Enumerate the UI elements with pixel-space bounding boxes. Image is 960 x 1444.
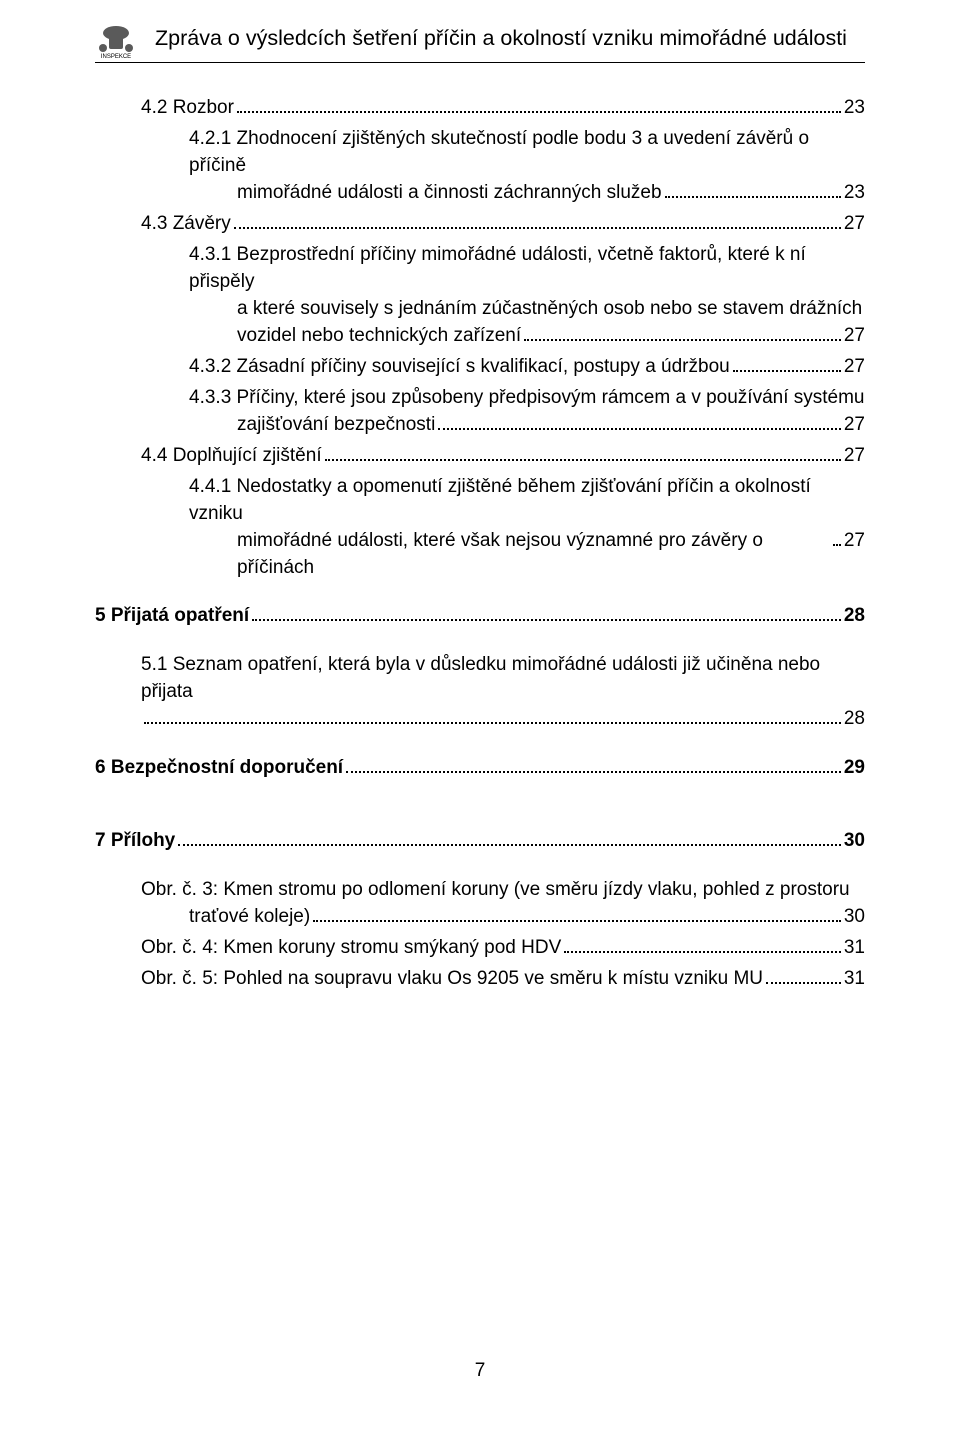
inspection-logo: INSPEKCE <box>95 24 137 60</box>
toc-page: 27 <box>844 211 865 238</box>
toc-label: 4.2.1 Zhodnocení zjištěných skutečností … <box>189 126 865 180</box>
toc-label-cont: mimořádné události, které však nejsou vý… <box>237 528 830 582</box>
toc-page: 23 <box>844 180 865 207</box>
toc-page: 31 <box>844 966 865 993</box>
toc-page: 27 <box>844 323 865 350</box>
toc-page: 27 <box>844 443 865 470</box>
toc-entry: Obr. č. 4: Kmen koruny stromu smýkaný po… <box>95 935 865 962</box>
toc-label: 5.1 Seznam opatření, která byla v důsled… <box>141 652 865 706</box>
toc-label: 6 Bezpečnostní doporučení <box>95 755 343 782</box>
toc-entry: 4.2 Rozbor 23 <box>95 95 865 122</box>
toc-page: 27 <box>844 354 865 381</box>
toc-page: 28 <box>844 706 865 733</box>
toc-entry: 4.4.1 Nedostatky a opomenutí zjištěné bě… <box>95 474 865 582</box>
toc-leader <box>438 428 841 430</box>
toc-entry: 4.3 Závěry 27 <box>95 211 865 238</box>
toc-label: Obr. č. 4: Kmen koruny stromu smýkaný po… <box>141 935 561 962</box>
toc-page: 27 <box>844 412 865 439</box>
toc-leader <box>766 982 841 984</box>
logo-caption: INSPEKCE <box>101 54 131 60</box>
toc-entry: 6 Bezpečnostní doporučení 29 <box>95 755 865 782</box>
toc-label: 4.2 Rozbor <box>141 95 234 122</box>
toc-page: 28 <box>844 603 865 630</box>
toc-leader <box>234 227 841 229</box>
toc-label: 4.3.1 Bezprostřední příčiny mimořádné ud… <box>189 242 865 296</box>
toc-entry: Obr. č. 5: Pohled na soupravu vlaku Os 9… <box>95 966 865 993</box>
toc-leader <box>346 771 841 773</box>
toc-entry: 4.3.1 Bezprostřední příčiny mimořádné ud… <box>95 242 865 350</box>
toc-leader <box>733 370 841 372</box>
toc-entry: Obr. č. 3: Kmen stromu po odlomení korun… <box>95 877 865 931</box>
toc-label: 5 Přijatá opatření <box>95 603 249 630</box>
toc-leader <box>178 844 841 846</box>
toc-entry: 4.4 Doplňující zjištění 27 <box>95 443 865 470</box>
toc-leader <box>252 619 841 621</box>
toc-entry: 4.2.1 Zhodnocení zjištěných skutečností … <box>95 126 865 207</box>
toc-leader <box>144 722 841 724</box>
toc-entry: 4.3.3 Příčiny, které jsou způsobeny před… <box>95 385 865 439</box>
toc-entry: 5.1 Seznam opatření, která byla v důsled… <box>95 652 865 733</box>
toc-label: 4.4 Doplňující zjištění <box>141 443 322 470</box>
toc-label-cont: mimořádné události a činnosti záchrannýc… <box>237 180 662 207</box>
toc-leader <box>833 544 841 546</box>
document-page: INSPEKCE Zpráva o výsledcích šetření pří… <box>0 0 960 1444</box>
toc-leader <box>665 196 841 198</box>
page-header: INSPEKCE Zpráva o výsledcích šetření pří… <box>95 22 865 63</box>
toc-label: 4.3 Závěry <box>141 211 231 238</box>
page-number: 7 <box>0 1360 960 1382</box>
toc-page: 30 <box>844 904 865 931</box>
toc-label: Obr. č. 5: Pohled na soupravu vlaku Os 9… <box>141 966 763 993</box>
toc-leader <box>313 920 841 922</box>
toc-page: 31 <box>844 935 865 962</box>
toc-entry: 7 Přílohy 30 <box>95 828 865 855</box>
toc-page: 23 <box>844 95 865 122</box>
toc-entry: 5 Přijatá opatření 28 <box>95 603 865 630</box>
toc-label-cont2: vozidel nebo technických zařízení <box>237 323 521 350</box>
header-title: Zpráva o výsledcích šetření příčin a oko… <box>137 22 865 51</box>
toc-leader <box>237 111 841 113</box>
toc-label-cont: a které souvisely s jednáním zúčastněnýc… <box>237 296 862 323</box>
toc-leader <box>564 951 841 953</box>
toc-label: 7 Přílohy <box>95 828 175 855</box>
toc-label: Obr. č. 3: Kmen stromu po odlomení korun… <box>141 877 850 904</box>
toc-entry: 4.3.2 Zásadní příčiny související s kval… <box>95 354 865 381</box>
toc-label-cont: traťové koleje) <box>189 904 310 931</box>
toc-label-cont: zajišťování bezpečnosti <box>237 412 435 439</box>
toc-leader <box>524 339 841 341</box>
toc-page: 30 <box>844 828 865 855</box>
toc-label: 4.4.1 Nedostatky a opomenutí zjištěné bě… <box>189 474 865 528</box>
toc-label: 4.3.3 Příčiny, které jsou způsobeny před… <box>189 385 865 412</box>
toc-page: 27 <box>844 528 865 555</box>
toc-label: 4.3.2 Zásadní příčiny související s kval… <box>189 354 730 381</box>
toc-leader <box>325 459 841 461</box>
toc-page: 29 <box>844 755 865 782</box>
table-of-contents: 4.2 Rozbor234.2.1 Zhodnocení zjištěných … <box>95 95 865 993</box>
